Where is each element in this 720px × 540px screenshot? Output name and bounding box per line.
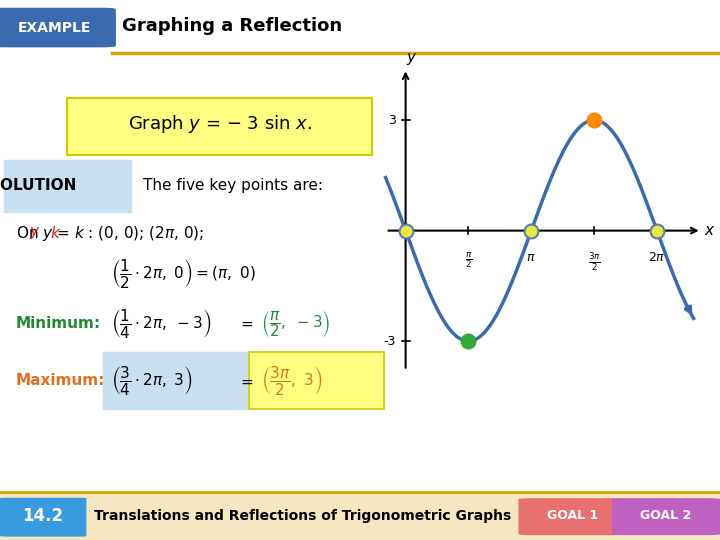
FancyBboxPatch shape	[68, 98, 372, 155]
Text: $y$: $y$	[406, 51, 418, 66]
Text: Translations and Reflections of Trigonometric Graphs: Translations and Reflections of Trigonom…	[94, 509, 511, 523]
Text: $\left(\dfrac{3}{4} \cdot 2\pi,\ 3\right)$: $\left(\dfrac{3}{4} \cdot 2\pi,\ 3\right…	[111, 364, 193, 397]
Text: $=$: $=$	[238, 373, 253, 388]
Text: The five key points are:: The five key points are:	[143, 179, 323, 193]
Text: Graphing a Reflection: Graphing a Reflection	[122, 17, 343, 35]
Text: $x$: $x$	[703, 223, 715, 238]
Text: $\left(\dfrac{3\pi}{2},\ 3\right)$: $\left(\dfrac{3\pi}{2},\ 3\right)$	[261, 364, 323, 397]
Text: $\pi$: $\pi$	[526, 251, 536, 264]
FancyBboxPatch shape	[612, 498, 720, 535]
Text: EXAMPLE: EXAMPLE	[17, 21, 91, 35]
Text: $\mathit{y}$: $\mathit{y}$	[29, 226, 40, 241]
Text: $\frac{\pi}{2}$: $\frac{\pi}{2}$	[464, 251, 472, 270]
Text: $2\pi$: $2\pi$	[648, 251, 666, 264]
Text: $=$: $=$	[238, 316, 253, 331]
Text: Graph $\mathit{y}$ = $-$ 3 sin $\mathit{x}$.: Graph $\mathit{y}$ = $-$ 3 sin $\mathit{…	[127, 113, 312, 135]
Text: -3: -3	[383, 335, 395, 348]
Text: $\mathit{k}$: $\mathit{k}$	[50, 226, 62, 241]
Text: $\frac{3\pi}{2}$: $\frac{3\pi}{2}$	[588, 251, 600, 273]
FancyBboxPatch shape	[0, 9, 115, 46]
FancyBboxPatch shape	[0, 498, 86, 537]
Text: Minimum:: Minimum:	[16, 316, 101, 331]
Text: $\left(\dfrac{1}{4} \cdot 2\pi,\ -3\right)$: $\left(\dfrac{1}{4} \cdot 2\pi,\ -3\righ…	[111, 307, 212, 340]
FancyBboxPatch shape	[0, 492, 720, 540]
FancyBboxPatch shape	[518, 498, 626, 535]
Text: 3: 3	[388, 113, 395, 126]
Text: $\left(\dfrac{1}{2} \cdot 2\pi,\ 0\right) = (\pi,\ 0)$: $\left(\dfrac{1}{2} \cdot 2\pi,\ 0\right…	[111, 258, 256, 291]
Text: GOAL 2: GOAL 2	[640, 509, 692, 522]
Text: 14.2: 14.2	[22, 507, 64, 525]
Text: Maximum:: Maximum:	[16, 373, 105, 388]
FancyBboxPatch shape	[103, 352, 258, 409]
Text: On $\mathit{y}$ = $\mathit{k}$ : (0, 0); (2$\pi$, 0);: On $\mathit{y}$ = $\mathit{k}$ : (0, 0);…	[16, 224, 204, 243]
FancyBboxPatch shape	[4, 160, 131, 212]
Text: SOLUTION: SOLUTION	[0, 179, 77, 193]
FancyBboxPatch shape	[250, 352, 384, 409]
Text: $\left(\dfrac{\pi}{2},\ -3\right)$: $\left(\dfrac{\pi}{2},\ -3\right)$	[261, 309, 330, 339]
Text: GOAL 1: GOAL 1	[546, 509, 598, 522]
